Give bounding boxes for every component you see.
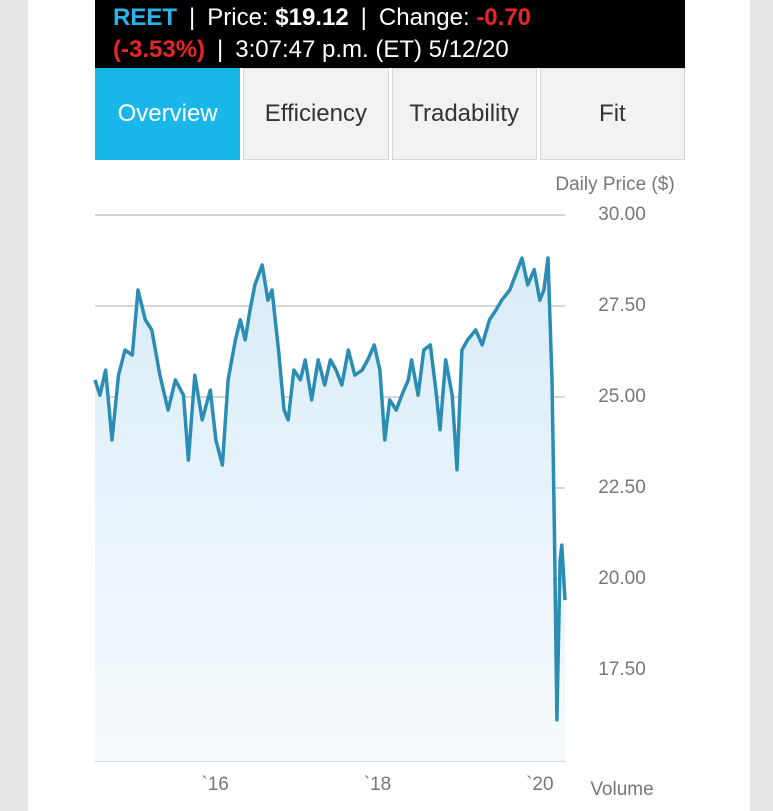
price-area (95, 258, 565, 761)
timestamp: 3:07:47 p.m. (ET) 5/12/20 (235, 36, 509, 63)
price-line (93, 256, 567, 722)
y-axis-label: Daily Price ($) (555, 174, 674, 195)
change-percent: (-3.53%) (113, 36, 206, 63)
y-tick-label: 25.00 (598, 386, 646, 407)
tab[interactable]: Overview (95, 68, 241, 160)
tab[interactable]: Efficiency (243, 68, 389, 160)
y-tick-label: 27.50 (598, 295, 646, 316)
y-tick-label: 20.00 (598, 568, 646, 589)
tab[interactable]: Fit (539, 68, 685, 160)
separator: | (360, 4, 367, 31)
quote-header: REET | Price: $19.12 | Change: -0.70 (-3.53%)… (95, 0, 685, 68)
change: -0.70 (476, 4, 532, 31)
volume-label: Volume (590, 779, 653, 800)
separator: | (189, 4, 196, 31)
x-tick-label: `18 (364, 774, 391, 795)
separator: | (217, 36, 224, 63)
change-label: Change: (378, 4, 477, 31)
tab[interactable]: Tradability (391, 68, 537, 160)
price-label: Price: (207, 4, 276, 31)
x-tick-label: `20 (526, 774, 553, 795)
y-tick-label: 30.00 (598, 204, 646, 225)
y-tick-label: 22.50 (598, 477, 646, 498)
ticker: REET (113, 4, 178, 31)
tab-bar: Overview Efficiency Tradability Fit (95, 68, 685, 160)
y-tick-label: 17.50 (598, 659, 646, 680)
price: $19.12 (275, 4, 349, 31)
x-tick-label: `16 (201, 774, 228, 795)
